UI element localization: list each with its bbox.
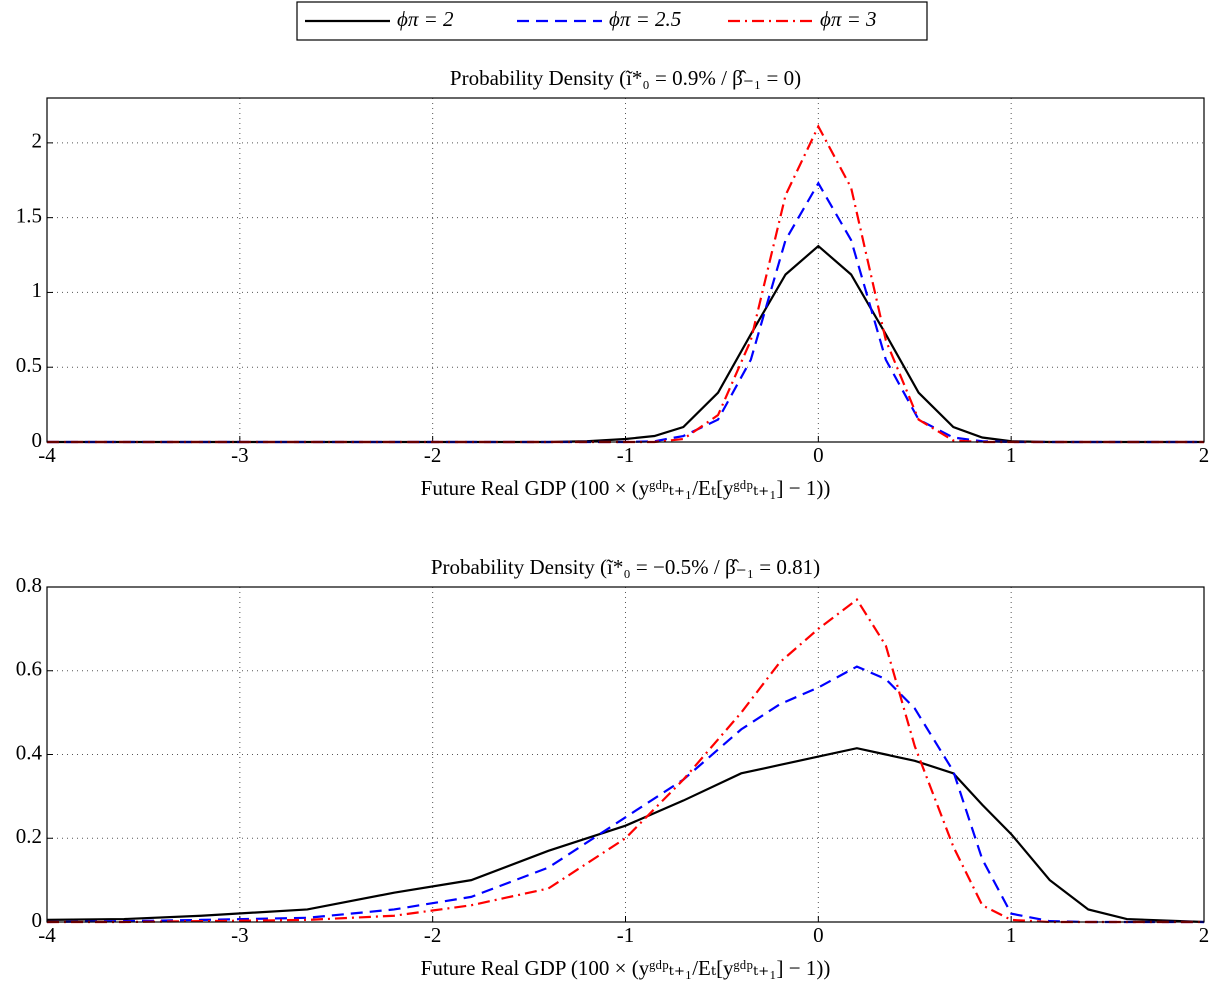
chart-title: Probability Density (ĩ*₀ = 0.9% / β̂₋₁ =… <box>450 66 801 90</box>
x-tick-label: 0 <box>813 443 824 467</box>
series-line <box>46 747 1205 924</box>
plot-frame <box>46 97 1205 443</box>
y-tick-label: 0 <box>32 908 43 932</box>
x-tick-label: -2 <box>424 443 442 467</box>
x-tick-label: 1 <box>1006 443 1017 467</box>
y-tick-label: 1.5 <box>16 203 42 227</box>
x-tick-label: 2 <box>1199 923 1210 947</box>
series-line <box>47 244 1204 444</box>
x-tick-label: 2 <box>1199 443 1210 467</box>
x-tick-label: -4 <box>38 443 56 467</box>
chart-title: Probability Density (ĩ*₀ = −0.5% / β̂₋₁ … <box>431 555 820 579</box>
x-tick-label: -2 <box>424 923 442 947</box>
series-line <box>46 665 1204 924</box>
series-line <box>47 597 1204 924</box>
y-tick-label: 0.8 <box>16 573 42 597</box>
x-tick-label: 1 <box>1006 923 1017 947</box>
y-tick-label: 2 <box>32 129 43 153</box>
x-tick-label: -1 <box>617 923 635 947</box>
legend-box <box>296 1 928 41</box>
legend-label: ϕπ = 3 <box>820 7 877 31</box>
x-tick-label: -1 <box>617 443 635 467</box>
legend-label: ϕπ = 2 <box>397 7 454 31</box>
y-tick-label: 1 <box>32 278 43 302</box>
x-tick-label: -3 <box>231 443 249 467</box>
x-axis-label: Future Real GDP (100 × (yᵍᵈᵖₜ₊₁/Eₜ[yᵍᵈᵖₜ… <box>421 476 831 500</box>
x-tick-label: 0 <box>813 923 824 947</box>
y-tick-label: 0.6 <box>16 657 42 681</box>
legend-label: ϕπ = 2.5 <box>609 7 681 31</box>
y-tick-label: 0.2 <box>16 824 42 848</box>
x-tick-label: -4 <box>38 923 56 947</box>
y-tick-label: 0 <box>32 428 43 452</box>
x-axis-label: Future Real GDP (100 × (yᵍᵈᵖₜ₊₁/Eₜ[yᵍᵈᵖₜ… <box>421 956 831 980</box>
y-tick-label: 0.4 <box>16 740 43 764</box>
plot-frame <box>46 586 1205 923</box>
y-tick-label: 0.5 <box>16 353 42 377</box>
x-tick-label: -3 <box>231 923 249 947</box>
